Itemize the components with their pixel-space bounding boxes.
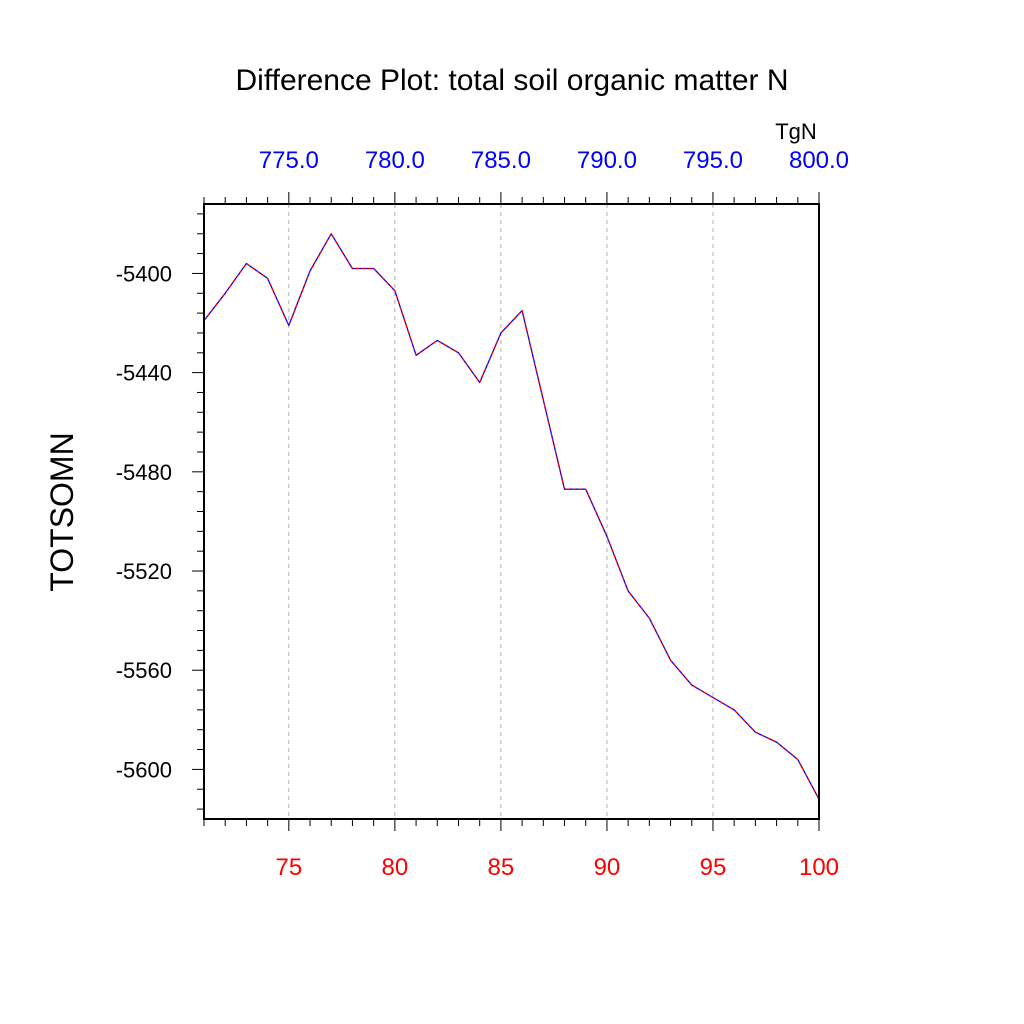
axis-ticks: [192, 192, 820, 831]
grid-lines: [288, 204, 714, 819]
x-tick-label-90: 90: [594, 854, 621, 881]
top-tick-label-785: 785.0: [471, 147, 531, 174]
top-tick-label-790: 790.0: [577, 147, 637, 174]
top-axis-units-label: TgN: [775, 119, 817, 144]
top-tick-label-775: 775.0: [259, 147, 319, 174]
y-tick-label--5400: -5400: [116, 261, 172, 286]
top-tick-label-800: 800.0: [789, 147, 849, 174]
y-axis-label: TOTSOMN: [44, 432, 80, 591]
x-tick-label-100: 100: [799, 854, 839, 881]
y-tick-label--5560: -5560: [116, 658, 172, 683]
plot-frame: [203, 203, 820, 820]
chart-title: Difference Plot: total soil organic matt…: [235, 64, 788, 97]
top-tick-label-780: 780.0: [365, 147, 425, 174]
x-tick-label-80: 80: [382, 854, 409, 881]
top-tick-label-795: 795.0: [683, 147, 743, 174]
y-tick-label--5520: -5520: [116, 559, 172, 584]
y-tick-label--5440: -5440: [116, 361, 172, 386]
y-tick-label--5600: -5600: [116, 757, 172, 782]
x-tick-label-75: 75: [275, 854, 302, 881]
series-line-dash-difference: [203, 233, 820, 800]
x-tick-label-85: 85: [488, 854, 515, 881]
x-tick-label-95: 95: [700, 854, 727, 881]
tick-labels: 75 80 85 90 95 100 775.0 780.0 785.0 790.0 795.0 80…: [116, 147, 849, 881]
y-tick-label--5480: -5480: [116, 460, 172, 485]
series-layer: [203, 233, 820, 800]
